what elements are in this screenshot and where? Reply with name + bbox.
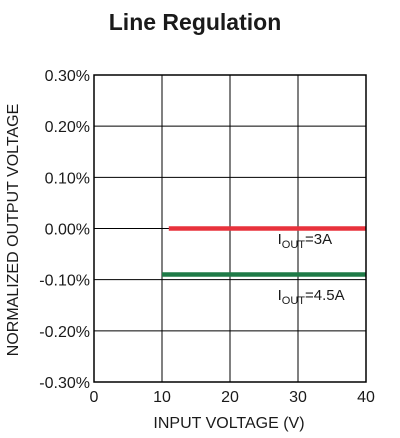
x-tick-label: 30 [289, 389, 307, 406]
x-tick-labels: 0 10 20 30 40 [90, 389, 375, 406]
x-axis-label: INPUT VOLTAGE (V) [153, 415, 304, 432]
series-annotation: IOUT=3A [278, 231, 333, 251]
x-tick-label: 40 [357, 389, 375, 406]
y-tick-label: -0.10% [39, 273, 90, 290]
x-tick-label: 0 [90, 389, 99, 406]
chart-title: Line Regulation [109, 9, 282, 35]
y-tick-label: -0.20% [39, 324, 90, 341]
x-tick-label: 20 [221, 389, 239, 406]
series-annotations: IOUT=3A IOUT=4.5A [278, 231, 345, 307]
y-tick-labels: 0.30% 0.20% 0.10% 0.00% -0.10% -0.20% -0.30% [39, 68, 90, 392]
plot-frame [93, 74, 367, 383]
y-tick-label: 0.00% [45, 222, 90, 239]
y-tick-label: 0.30% [45, 68, 90, 85]
y-tick-label: 0.10% [45, 170, 90, 187]
y-tick-label: 0.20% [45, 119, 90, 136]
y-axis-label: NORMALIZED OUTPUT VOLTAGE [5, 104, 22, 356]
series-layer [162, 226, 366, 277]
y-tick-label: -0.30% [39, 375, 90, 392]
series-annotation: IOUT=4.5A [278, 287, 345, 307]
x-tick-label: 10 [153, 389, 171, 406]
